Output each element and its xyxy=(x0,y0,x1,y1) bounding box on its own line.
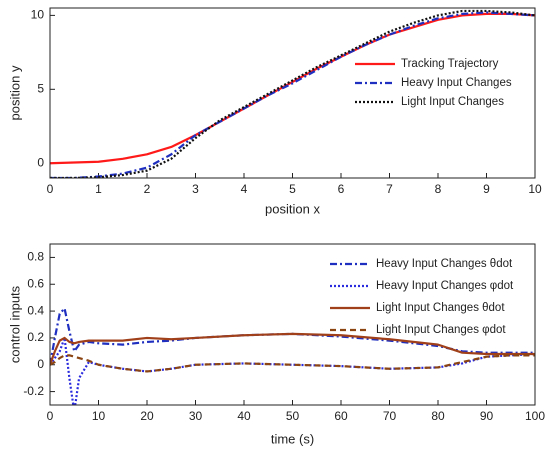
x-tick-label: 0 xyxy=(47,409,54,423)
y-axis-label: control inputs xyxy=(7,285,22,363)
legend-label: Heavy Input Changes θdot xyxy=(376,258,513,270)
legend-label: Heavy Input Changes φdot xyxy=(376,280,514,292)
x-tick-label: 20 xyxy=(140,409,154,423)
x-tick-label: 2 xyxy=(144,182,151,196)
legend-label: Light Input Changes φdot xyxy=(376,324,506,336)
x-tick-label: 1 xyxy=(95,182,102,196)
x-tick-label: 90 xyxy=(480,409,494,423)
x-axis-label: position x xyxy=(265,201,320,216)
series-line xyxy=(50,11,535,178)
series-line xyxy=(50,9,535,178)
x-tick-label: 5 xyxy=(289,182,296,196)
x-tick-label: 0 xyxy=(47,182,54,196)
x-tick-label: 40 xyxy=(237,409,251,423)
y-tick-label: 5 xyxy=(37,81,44,95)
y-tick-label: -0.2 xyxy=(23,384,44,398)
series-line xyxy=(50,354,535,373)
y-tick-label: 0 xyxy=(37,155,44,169)
plot-area xyxy=(50,244,535,405)
x-tick-label: 100 xyxy=(525,409,545,423)
x-tick-label: 4 xyxy=(241,182,248,196)
series-group xyxy=(50,9,535,178)
x-tick-label: 80 xyxy=(431,409,445,423)
legend-label: Light Input Changes θdot xyxy=(376,302,505,314)
axes-frame xyxy=(49,243,536,406)
series-line xyxy=(50,332,535,366)
y-tick-label: 0.4 xyxy=(27,303,44,317)
y-axis-label: position y xyxy=(7,65,22,120)
legend-label: Light Input Changes xyxy=(401,96,504,108)
x-tick-label: 10 xyxy=(528,182,542,196)
x-tick-label: 6 xyxy=(338,182,345,196)
y-tick-label: 0.6 xyxy=(27,276,44,290)
x-tick-label: 8 xyxy=(435,182,442,196)
x-tick-label: 70 xyxy=(383,409,397,423)
x-tick-label: 60 xyxy=(334,409,348,423)
y-tick-label: 0 xyxy=(37,357,44,371)
y-tick-label: 0.2 xyxy=(27,330,44,344)
axes-frame xyxy=(49,7,536,179)
y-tick-label: 0.8 xyxy=(27,250,44,264)
legend-label: Tracking Trajectory xyxy=(401,58,499,70)
x-tick-label: 3 xyxy=(192,182,199,196)
y-tick-label: 10 xyxy=(31,8,45,22)
legend-label: Heavy Input Changes xyxy=(401,77,512,89)
x-axis-label: time (s) xyxy=(271,431,314,446)
series-group xyxy=(50,307,535,405)
series-line xyxy=(50,12,535,165)
x-tick-label: 30 xyxy=(189,409,203,423)
x-tick-label: 50 xyxy=(286,409,300,423)
x-tick-label: 7 xyxy=(386,182,393,196)
x-tick-label: 10 xyxy=(92,409,106,423)
x-tick-label: 9 xyxy=(483,182,490,196)
plot-area xyxy=(50,8,535,178)
